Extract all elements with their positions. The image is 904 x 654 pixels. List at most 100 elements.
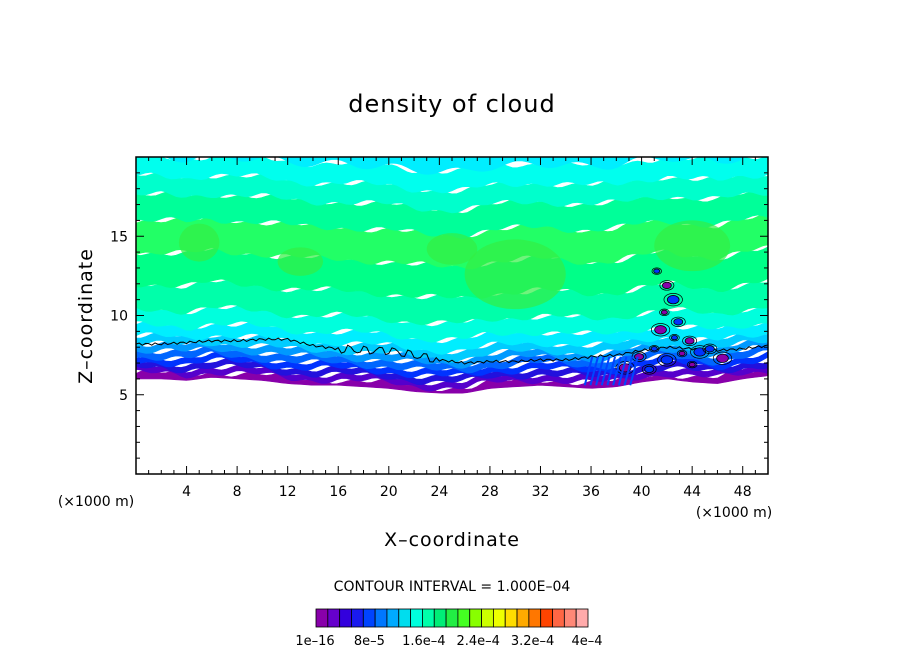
- colorbar-swatch: [563, 608, 577, 628]
- x-tick-label: 44: [683, 484, 701, 500]
- cell-core-15: [688, 362, 696, 368]
- cell-core-14: [660, 355, 674, 365]
- dense-blob-1: [277, 247, 324, 276]
- dense-blob-3: [426, 233, 478, 265]
- colorbar-swatch: [351, 608, 364, 628]
- cell-ring-0: [651, 267, 662, 275]
- y-axis-title: Z–coordinate: [75, 248, 97, 384]
- wave-streak-0: [583, 356, 594, 386]
- colorbar-swatch: [528, 608, 542, 628]
- x-axis-title: X–coordinate: [384, 529, 520, 551]
- wave-streak-6: [617, 356, 628, 386]
- cell-core-5: [654, 325, 667, 335]
- density-band-top: [136, 157, 747, 175]
- cell-ring-11: [712, 351, 733, 365]
- wave-streak-3: [600, 356, 611, 386]
- cell-ring-4: [670, 316, 686, 327]
- colorbar-label: 4e–4: [571, 634, 602, 649]
- colorbar-swatch: [552, 608, 565, 628]
- cell-core-7: [684, 337, 695, 345]
- cell-ring-9: [676, 349, 688, 358]
- convective-cells: [583, 267, 733, 386]
- cell-ring-12: [649, 345, 660, 353]
- cell-core-4: [673, 318, 684, 326]
- colorbar-swatch: [481, 608, 494, 628]
- cell-core-12: [650, 346, 658, 352]
- cell-core-10: [704, 345, 715, 353]
- colorbar-swatch: [339, 608, 352, 628]
- cell-ring-5: [650, 323, 671, 337]
- cell-ring-1: [659, 280, 675, 291]
- cell-core-8: [693, 347, 707, 357]
- colorbar-swatch: [327, 608, 341, 628]
- colorbar-swatch: [315, 608, 329, 628]
- colorbar-swatch: [422, 608, 435, 628]
- cell-ring-16: [641, 364, 657, 375]
- colorbar-label: 1e–16: [295, 634, 334, 649]
- x-tick-label: 24: [430, 484, 448, 500]
- cell-core-11: [716, 353, 729, 363]
- colorbar-swatch: [386, 608, 400, 628]
- wave-streak-5: [612, 356, 622, 386]
- cell-ring-7: [682, 335, 698, 347]
- y-tick-label: 15: [110, 229, 128, 245]
- x-tick-label: 4: [182, 484, 191, 500]
- colorbar-swatch: [410, 608, 423, 628]
- colorbar-swatch: [469, 608, 482, 628]
- colorbar-label: 2.4e–4: [456, 634, 499, 649]
- x-unit-right: (×1000 m): [696, 505, 772, 521]
- colorbar-label: 3.2e–4: [511, 634, 554, 649]
- wave-streak-8: [629, 356, 639, 386]
- cell-core-6: [670, 335, 678, 341]
- x-tick-label: 48: [734, 484, 752, 500]
- x-tick-label: 32: [532, 484, 550, 500]
- wave-streak-4: [606, 356, 617, 386]
- wave-streak-1: [589, 356, 599, 386]
- x-tick-label: 40: [633, 484, 651, 500]
- colorbar-swatch: [504, 608, 518, 628]
- x-tick-label: 16: [329, 484, 347, 500]
- colorbar: 1e–16 8e–5 1.6e–4 2.4e–4 3.2e–4 4e–4: [295, 608, 603, 649]
- colorbar-swatch: [540, 608, 553, 628]
- cell-core-16: [644, 365, 655, 373]
- wave-streak-7: [623, 356, 634, 386]
- colorbar-swatch: [362, 608, 376, 628]
- colorbar-swatch: [445, 608, 459, 628]
- cell-ring-6: [669, 334, 680, 342]
- wave-streak-2: [595, 356, 605, 386]
- cell-core-13: [634, 353, 644, 361]
- cell-core-1: [662, 281, 672, 289]
- cell-core-0: [653, 268, 661, 274]
- cell-ring-3: [659, 308, 670, 316]
- x-tick-label: 28: [481, 484, 499, 500]
- density-field: [136, 157, 768, 394]
- colorbar-swatch: [492, 608, 506, 628]
- density-band-7: [136, 320, 768, 355]
- dense-blob-4: [654, 220, 731, 272]
- colorbar-swatch: [516, 608, 530, 628]
- colorbar-label: 8e–5: [354, 634, 385, 649]
- dense-blob-2: [464, 239, 566, 310]
- density-band-0: [136, 369, 768, 394]
- x-tick-label: 20: [380, 484, 398, 500]
- colorbar-swatch: [374, 608, 388, 628]
- cell-core-2: [666, 295, 680, 305]
- colorbar-swatch: [433, 608, 447, 628]
- x-tick-label: 36: [582, 484, 600, 500]
- x-tick-label: 12: [279, 484, 297, 500]
- colorbar-swatch: [457, 608, 471, 628]
- x-tick-label: 8: [233, 484, 242, 500]
- colorbar-swatch: [398, 608, 412, 628]
- cell-ring-14: [657, 353, 677, 367]
- density-band-3: [136, 351, 768, 379]
- colorbar-label: 1.6e–4: [402, 634, 445, 649]
- cell-ring-15: [686, 360, 698, 369]
- cell-ring-2: [663, 293, 683, 307]
- chart-title: density of cloud: [348, 90, 555, 118]
- cell-ring-10: [702, 343, 718, 354]
- contour-line: [136, 337, 768, 365]
- dense-blob-0: [178, 223, 220, 262]
- y-tick-label: 10: [110, 309, 128, 325]
